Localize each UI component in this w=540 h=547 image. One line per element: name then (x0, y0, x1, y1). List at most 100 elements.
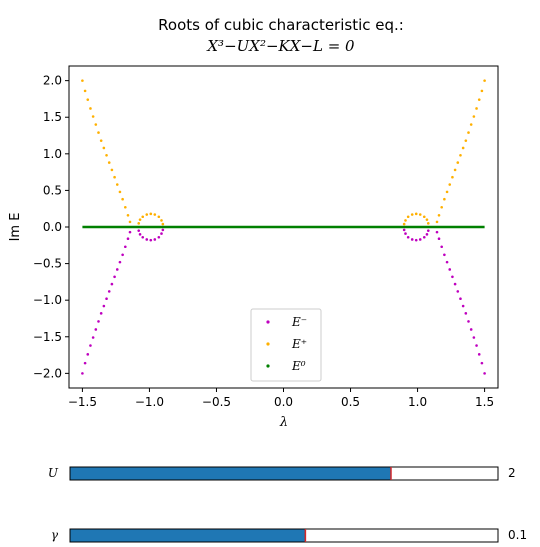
series-0-point (483, 372, 486, 375)
series-1-point (137, 222, 141, 225)
series-1-point (404, 219, 407, 222)
legend: E⁻ E⁺ E⁰ (250, 308, 322, 382)
series-0-point (418, 238, 422, 241)
series-1-point (118, 190, 122, 194)
series-0-point (94, 328, 98, 331)
legend-box (250, 308, 322, 382)
series-1-point (406, 215, 410, 219)
series-1-point (435, 220, 439, 224)
legend-marker-2 (266, 364, 270, 368)
series-1-point (89, 107, 92, 110)
series-1-point (451, 175, 454, 179)
series-1-point (86, 98, 90, 101)
series-0-point (161, 228, 165, 232)
y-tick-label: 1.0 (43, 147, 62, 161)
series-0-point (477, 353, 481, 356)
series-0-point (410, 238, 414, 241)
series-0-point (445, 260, 449, 264)
legend-label-0: E⁻ (291, 315, 307, 329)
series-0-point (160, 232, 163, 235)
y-tick-label: −0.5 (33, 257, 62, 271)
legend-marker-1 (266, 342, 270, 346)
series-0-point (426, 229, 430, 232)
y-tick-label: −1.5 (33, 330, 62, 344)
y-axis-label: Im E (8, 213, 23, 242)
series-0-point (453, 282, 457, 286)
series-0-point (105, 297, 108, 301)
series-0-point (422, 235, 426, 239)
y-axis: 2.0 1.5 1.0 0.5 0.0 −0.5 −1.0 −1.5 −2.0 (33, 74, 69, 380)
series-1-point (153, 213, 157, 216)
slider-u[interactable]: U 2 (48, 466, 516, 481)
series-0-point (451, 275, 454, 279)
series-0-point (126, 237, 130, 241)
series-0-point (83, 361, 87, 365)
x-tick-label: 1.0 (408, 395, 427, 409)
slider-gamma[interactable]: γ 0.1 (51, 528, 527, 543)
series-1-point (91, 115, 95, 118)
series-1-point (443, 197, 446, 201)
series-0-point (443, 253, 446, 257)
y-tick-label: 1.5 (43, 110, 62, 124)
series-1-point (418, 213, 422, 216)
x-tick-label: −0.5 (202, 395, 231, 409)
x-axis: −1.5 −1.0 −0.5 0.0 0.5 1.0 1.5 (68, 388, 494, 409)
series-0-point (404, 232, 407, 235)
series-0-point (149, 238, 153, 242)
x-axis-label: λ (279, 415, 288, 430)
series-1-point (410, 213, 414, 216)
series-1-point (110, 168, 114, 172)
series-1-point (83, 89, 87, 93)
series-1-point (426, 222, 430, 225)
series-0-point (461, 304, 465, 308)
series-1-point (414, 212, 418, 216)
series-1-point (459, 153, 462, 157)
series-0-point (402, 228, 406, 232)
series-0-point (97, 320, 100, 323)
series-0-point (425, 233, 429, 236)
series-1-point (477, 98, 481, 101)
series-0-point (113, 275, 116, 279)
series-1-point (126, 213, 130, 217)
x-tick-label: −1.0 (135, 395, 164, 409)
legend-label-1: E⁺ (291, 337, 307, 351)
series-1-point (160, 219, 163, 222)
slider-gamma-fill[interactable] (69, 528, 306, 543)
series-0 (81, 228, 486, 375)
series-0-point (102, 304, 106, 308)
series-0-point (81, 372, 84, 375)
series-0-point (91, 336, 95, 339)
series-0-point (138, 233, 142, 236)
series-1-point (157, 215, 161, 219)
series-1-point (480, 89, 484, 93)
slider-u-label: U (48, 466, 59, 480)
series-1-point (102, 146, 106, 150)
series-1-point (469, 123, 473, 126)
slider-u-fill[interactable] (69, 466, 392, 481)
series-0-point (86, 353, 90, 356)
slider-gamma-value: 0.1 (508, 528, 527, 542)
series-0-point (89, 344, 92, 347)
plot-area: −1.5 −1.0 −0.5 0.0 0.5 1.0 1.5 2.0 1.5 1.0 0.5 0.0… (33, 65, 499, 409)
series-0-point (472, 336, 476, 339)
series-0-point (456, 290, 460, 293)
series-1-point (124, 205, 127, 209)
x-tick-label: −1.5 (68, 395, 97, 409)
series-1-point (81, 79, 84, 82)
series-1-point (464, 139, 468, 142)
series-0-point (110, 282, 114, 286)
y-tick-label: 0.5 (43, 183, 62, 197)
series-0-point (406, 235, 410, 239)
series-0-point (145, 238, 149, 241)
y-tick-label: −1.0 (33, 293, 62, 307)
series-1-point (113, 175, 116, 179)
series-1-point (97, 131, 100, 134)
series-1-point (453, 168, 457, 172)
series-0-point (107, 290, 111, 293)
series-1-point (161, 222, 165, 226)
series-1-point (402, 222, 406, 226)
series-0-point (118, 260, 122, 264)
series-1-point (461, 146, 465, 150)
x-tick-label: 1.5 (475, 395, 494, 409)
